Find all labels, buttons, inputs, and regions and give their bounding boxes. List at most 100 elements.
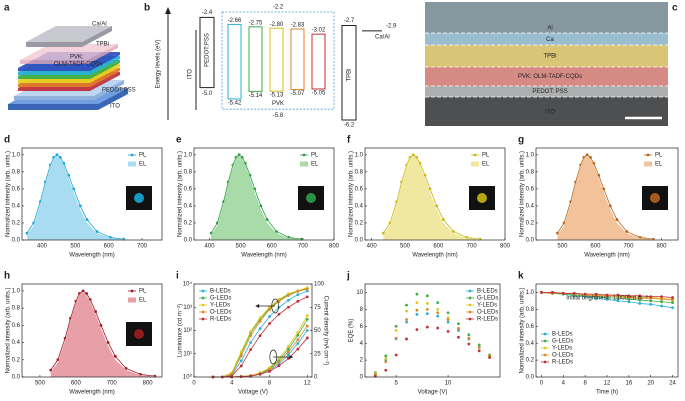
marker <box>85 292 89 295</box>
marker <box>660 304 664 308</box>
layer-name: PVK <box>272 101 284 107</box>
x-axis-label: Wavelength (nm) <box>412 253 457 259</box>
marker <box>239 375 243 379</box>
marker <box>237 153 241 157</box>
x-tick-label: 4 <box>562 381 566 387</box>
legend-swatch <box>644 161 652 167</box>
marker <box>556 231 559 235</box>
level: -2.75 <box>249 20 263 26</box>
axis-label: Energy levels (eV) <box>156 39 162 88</box>
y-axis-label: EQE (%) <box>349 319 355 343</box>
marker <box>605 293 609 297</box>
marker <box>384 354 388 358</box>
y-tick-label: 0.8 <box>526 169 535 175</box>
level: -2.2 <box>273 5 284 11</box>
x-tick-label: 600 <box>267 244 278 250</box>
marker <box>671 306 674 310</box>
marker <box>384 357 388 360</box>
tem-label: TPBi <box>543 54 556 60</box>
layer <box>90 56 120 75</box>
cqd-box <box>311 33 326 90</box>
marker <box>113 354 117 358</box>
layer <box>90 68 120 87</box>
legend-label: Y-LEDs <box>210 303 230 309</box>
x-tick-label: 400 <box>37 244 48 250</box>
plot-frame <box>364 147 506 241</box>
panel-label: c <box>672 3 678 14</box>
marker <box>268 322 271 325</box>
legend-label: PL <box>655 153 663 159</box>
marker <box>660 297 664 301</box>
annotation: Initial brightness: 1,000 cd m⁻² <box>566 296 648 302</box>
marker <box>660 295 664 299</box>
legend-label: R-LEDs <box>552 360 573 366</box>
x-tick-label: 500 <box>400 244 411 250</box>
layer <box>20 60 88 64</box>
layer <box>18 88 90 91</box>
y-axis-label: Normalized intensity (arb. units.) <box>349 151 355 237</box>
y-tick-label: 0.6 <box>526 324 535 330</box>
marker <box>259 204 263 208</box>
marker <box>258 319 262 323</box>
marker <box>95 230 99 233</box>
marker <box>457 327 460 331</box>
marker <box>305 329 309 332</box>
x-tick-label: 700 <box>467 244 478 250</box>
marker <box>436 311 440 315</box>
legend-marker <box>201 317 205 321</box>
marker <box>425 302 429 305</box>
y-tick-label: 8 <box>360 307 364 313</box>
plot-frame <box>193 283 313 378</box>
level: -5.42 <box>228 101 242 107</box>
layer <box>18 84 90 87</box>
x-tick-label: 5 <box>394 381 398 387</box>
layer-label: ITO <box>110 104 120 110</box>
marker <box>583 292 587 296</box>
plot-frame <box>535 147 679 241</box>
y2-tick-label: 50 <box>314 328 321 334</box>
tem-label: PEDOT: PSS <box>532 89 567 95</box>
y-tick-label: 1.0 <box>184 152 193 158</box>
layer-label: TPBi <box>96 42 109 48</box>
marker <box>287 357 290 360</box>
legend-marker <box>130 289 134 293</box>
legend-label: G-LEDs <box>552 339 573 345</box>
tem-band <box>425 67 668 86</box>
level: -2.7 <box>344 18 355 24</box>
level: -2.83 <box>291 23 305 29</box>
x-tick-label: 16 <box>626 381 633 387</box>
y-tick-label: 1.0 <box>12 288 21 294</box>
area <box>211 155 302 240</box>
inset-glow <box>134 193 144 203</box>
marker <box>436 326 440 330</box>
marker <box>660 300 664 304</box>
plot-frame <box>21 283 163 378</box>
marker <box>85 218 89 221</box>
legend-label: Y-LEDs <box>477 303 497 309</box>
legend-marker <box>473 153 477 157</box>
level: -5.05 <box>312 91 326 97</box>
y-tick-label: 0.0 <box>526 238 535 244</box>
marker <box>467 333 471 337</box>
level: -6.2 <box>344 123 355 129</box>
marker <box>550 291 554 294</box>
panel-label: a <box>4 3 10 14</box>
marker <box>415 328 419 332</box>
marker <box>106 341 110 344</box>
x-tick-label: 700 <box>137 244 148 250</box>
y-axis-label: Normalized intensity (arb. units.) <box>520 151 526 237</box>
panel-label: d <box>4 135 10 146</box>
y-tick-label: 10 <box>356 290 363 296</box>
marker <box>277 312 281 316</box>
x-tick-label: 8 <box>268 381 272 387</box>
legend-swatch <box>128 161 136 167</box>
line <box>557 154 654 240</box>
level: -5.0 <box>202 91 213 97</box>
marker <box>425 325 429 329</box>
marker <box>436 301 440 304</box>
marker <box>649 299 653 303</box>
y-tick-label: 10¹ <box>183 351 192 357</box>
marker <box>467 336 471 340</box>
marker <box>268 370 271 373</box>
layer-name: PEDOT:PSS <box>205 33 211 67</box>
